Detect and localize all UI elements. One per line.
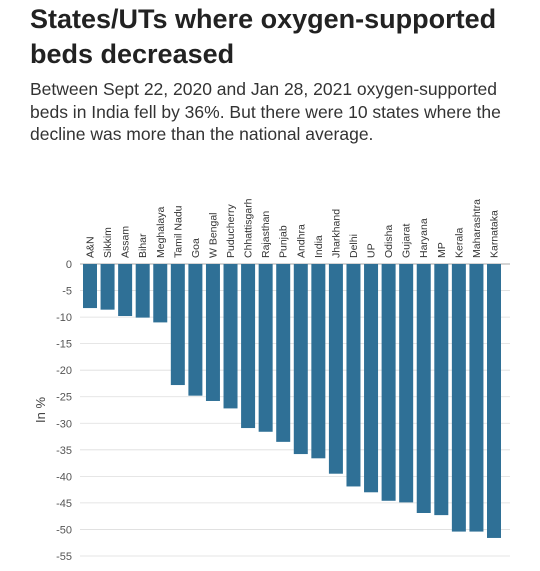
bar-meghalaya — [153, 264, 168, 323]
y-tick-label: -15 — [56, 339, 72, 351]
bar-odisha — [381, 264, 396, 501]
category-labels: A&N Sikkim Assam Bihar Meghalaya Tamil Nadu Go… — [85, 198, 501, 258]
bar-punjab — [276, 264, 291, 442]
category-label: Assam — [120, 226, 132, 258]
category-label: Jharkhand — [330, 209, 342, 258]
category-label: Tamil Nadu — [172, 205, 184, 258]
category-label: Chhattisgarh — [243, 198, 255, 258]
category-label: Karnataka — [489, 210, 501, 258]
bar-karnataka — [487, 264, 501, 538]
y-tick-label: -40 — [56, 471, 72, 483]
category-label: Andhra — [295, 224, 307, 258]
category-label: Punjab — [278, 225, 290, 258]
category-label: A&N — [85, 236, 97, 258]
bar-a-n — [83, 264, 97, 309]
y-tick-label: -25 — [56, 392, 72, 404]
chart-subtitle: Between Sept 22, 2020 and Jan 28, 2021 o… — [30, 79, 501, 144]
category-label: W Bengal — [207, 212, 219, 258]
bar-andhra — [293, 264, 308, 455]
bar-india — [311, 264, 326, 459]
bars — [83, 264, 501, 538]
bar-chhattisgarh — [241, 264, 256, 429]
category-label: Bihar — [137, 233, 149, 258]
category-label: Haryana — [418, 218, 430, 258]
y-axis-title: In % — [33, 397, 48, 423]
category-label: Delhi — [348, 234, 360, 258]
bar-tamil-nadu — [170, 264, 185, 386]
bar-assam — [118, 264, 133, 317]
bar-delhi — [346, 264, 361, 487]
bar-maharashtra — [469, 264, 484, 532]
bar-rajasthan — [258, 264, 273, 432]
category-label: Goa — [190, 238, 202, 258]
bar-mp — [434, 264, 449, 516]
bar-haryana — [416, 264, 431, 513]
y-tick-label: -55 — [56, 551, 72, 563]
category-label: Sikkim — [102, 227, 114, 258]
y-tick-label: 0 — [66, 259, 72, 271]
bar-puducherry — [223, 264, 238, 409]
y-tick-label: -5 — [62, 286, 72, 298]
y-tick-label: -50 — [56, 524, 72, 536]
y-axis-ticks: 0 -5 -10 -15 -20 -25 -30 -35 -40 -45 -50 -55 — [56, 259, 72, 563]
bar-kerala — [451, 264, 466, 532]
category-label: Rajasthan — [260, 211, 272, 258]
y-tick-label: -20 — [56, 365, 72, 377]
y-tick-label: -45 — [56, 498, 72, 510]
bar-up — [364, 264, 379, 493]
y-tick-label: -30 — [56, 418, 72, 430]
category-label: India — [313, 235, 325, 258]
category-label: UP — [366, 243, 378, 258]
bar-sikkim — [100, 264, 115, 310]
y-tick-label: -35 — [56, 445, 72, 457]
category-label: Gujarat — [401, 223, 413, 258]
bar-goa — [188, 264, 203, 396]
bar-bihar — [135, 264, 150, 318]
bar-gujarat — [399, 264, 414, 503]
bar-w-bengal — [205, 264, 220, 401]
category-label: Odisha — [383, 225, 395, 258]
category-label: Maharashtra — [471, 199, 483, 258]
bar-jharkhand — [328, 264, 343, 474]
category-label: MP — [436, 242, 448, 258]
category-label: Meghalaya — [155, 206, 167, 258]
y-tick-label: -10 — [56, 312, 72, 324]
category-label: Puducherry — [225, 204, 237, 258]
chart-title: States/UTs where oxygen-supported beds d… — [30, 4, 497, 69]
category-label: Kerala — [453, 227, 465, 258]
